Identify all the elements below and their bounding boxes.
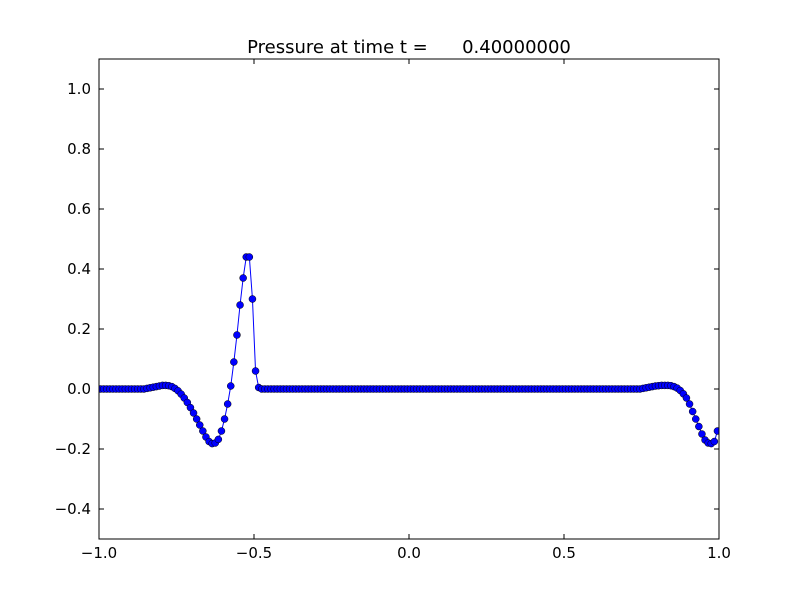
y-tick-label: 0.4: [67, 260, 91, 278]
data-point: [245, 253, 254, 261]
data-point: [688, 407, 697, 416]
y-tick-label: 1.0: [67, 80, 91, 98]
data-point: [223, 400, 232, 408]
x-tick-label: 0.5: [552, 544, 576, 562]
x-tick-label: 0.0: [397, 544, 421, 562]
data-point: [217, 427, 226, 435]
y-tick-label: −0.4: [55, 500, 91, 518]
data-point: [227, 382, 235, 390]
x-tick-label: −1.0: [81, 544, 117, 562]
x-tick-label: −0.5: [236, 544, 272, 562]
data-point: [230, 358, 238, 366]
data-point: [682, 394, 691, 402]
data-point: [199, 427, 207, 435]
data-point: [685, 400, 694, 408]
data-point: [189, 409, 198, 417]
data-point: [710, 437, 719, 446]
data-point: [233, 331, 241, 339]
plot-area: [99, 253, 719, 448]
data-point: [196, 421, 204, 429]
data-point: [695, 422, 703, 431]
y-tick-label: 0.8: [67, 140, 91, 158]
y-tick-label: 0.0: [67, 380, 91, 398]
y-tick-label: −0.2: [55, 440, 91, 458]
y-tick-label: 0.6: [67, 200, 91, 218]
y-tick-label: 0.2: [67, 320, 91, 338]
chart-title: Pressure at time t = 0.40000000: [247, 37, 571, 58]
data-point: [248, 295, 257, 303]
data-point: [220, 415, 229, 423]
data-point: [192, 415, 201, 423]
data-point: [692, 415, 700, 423]
data-point: [236, 301, 244, 309]
data-point: [239, 274, 247, 282]
data-point: [214, 435, 223, 444]
data-point: [251, 367, 260, 375]
data-point: [713, 427, 719, 435]
x-tick-label: 1.0: [707, 544, 731, 562]
data-point: [698, 430, 706, 438]
plot-frame: [98, 58, 720, 540]
